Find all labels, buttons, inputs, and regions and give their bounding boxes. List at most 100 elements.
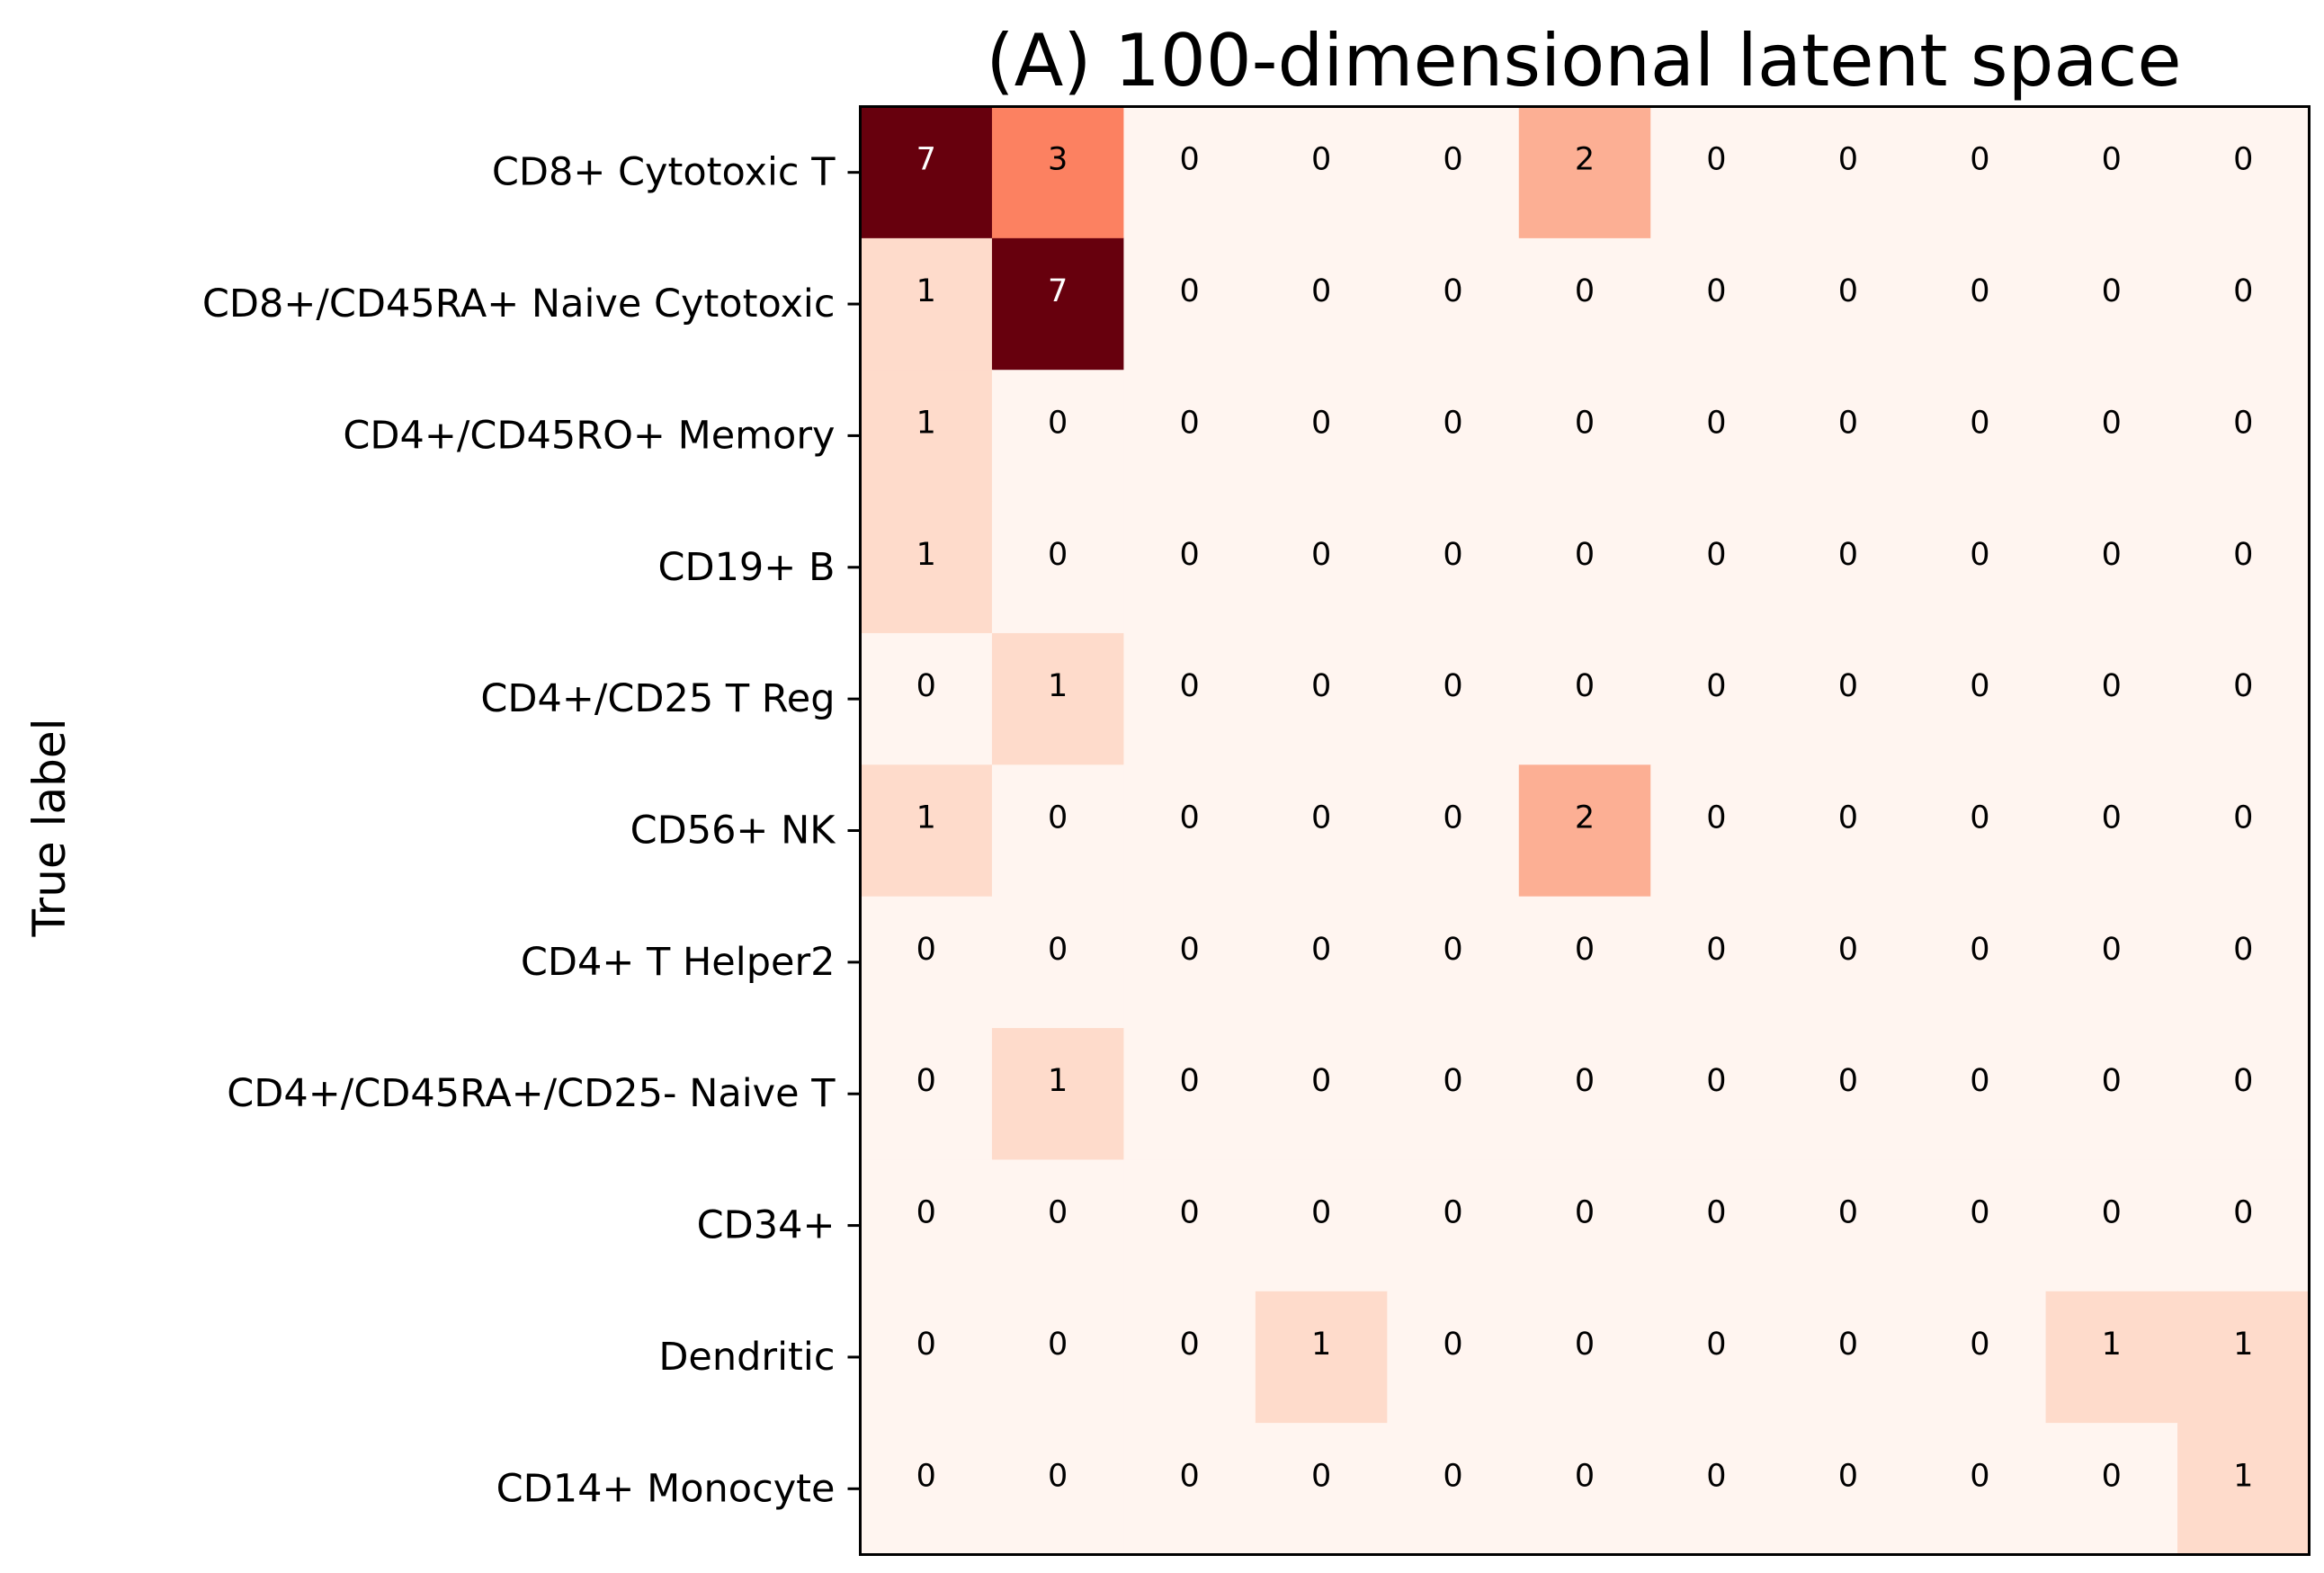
heatmap-cell xyxy=(991,106,1124,239)
cell-value-label: 0 xyxy=(2102,273,2122,309)
heatmap-cell xyxy=(1914,764,2047,898)
cell-value-label: 0 xyxy=(1970,142,1989,178)
cell-value-label: 0 xyxy=(1311,405,1331,441)
heatmap-cell xyxy=(1255,632,1388,765)
heatmap-cell xyxy=(1255,1423,1388,1556)
cell-value-label: 0 xyxy=(1311,537,1331,573)
heatmap-cell xyxy=(2177,237,2311,371)
cell-value-label: 0 xyxy=(916,1327,936,1363)
heatmap-cell xyxy=(1914,237,2047,371)
cell-value-label: 0 xyxy=(1048,1195,1068,1231)
heatmap-cell xyxy=(1518,1291,1651,1424)
heatmap-cell xyxy=(1387,1028,1520,1161)
cell-value-label: 0 xyxy=(1575,668,1595,704)
heatmap-cell xyxy=(1650,106,1783,239)
heatmap-cell xyxy=(1518,237,1651,371)
heatmap-cell xyxy=(1255,237,1388,371)
cell-value-label: 0 xyxy=(1706,405,1726,441)
cell-value-label: 0 xyxy=(1970,405,1989,441)
heatmap-cell xyxy=(860,896,993,1029)
cell-value-label: 0 xyxy=(1706,537,1726,573)
heatmap-cell xyxy=(1782,1291,1915,1424)
heatmap-cell xyxy=(1387,632,1520,765)
cell-value-label: 0 xyxy=(1179,668,1199,704)
heatmap-cell xyxy=(1650,370,1783,503)
heatmap-cell xyxy=(1782,106,1915,239)
y-tick-label: CD4+/CD25 T Reg xyxy=(480,676,835,721)
cell-value-label: 2 xyxy=(1575,800,1595,836)
heatmap-cell xyxy=(991,237,1124,371)
cell-value-label: 0 xyxy=(1706,932,1726,968)
cell-value-label: 0 xyxy=(1179,537,1199,573)
heatmap-cell xyxy=(860,237,993,371)
heatmap-cell xyxy=(1518,501,1651,634)
cell-value-label: 0 xyxy=(1838,1327,1858,1363)
heatmap-cell xyxy=(1782,1159,1915,1292)
heatmap-cell xyxy=(1123,1028,1256,1161)
heatmap-cell xyxy=(1914,632,2047,765)
cell-value-label: 0 xyxy=(1443,405,1462,441)
heatmap-cell xyxy=(2045,1291,2178,1424)
cell-value-label: 0 xyxy=(1706,1458,1726,1494)
cell-value-label: 0 xyxy=(1179,405,1199,441)
cell-value-label: 0 xyxy=(1838,405,1858,441)
heatmap-cell xyxy=(2045,1423,2178,1556)
cell-value-label: 0 xyxy=(1443,1063,1462,1099)
cell-value-label: 0 xyxy=(1575,537,1595,573)
cell-value-label: 0 xyxy=(916,1458,936,1494)
cell-value-label: 0 xyxy=(1838,800,1858,836)
heatmap-cell xyxy=(1255,370,1388,503)
cell-value-label: 0 xyxy=(1970,668,1989,704)
heatmap-cell xyxy=(1255,1291,1388,1424)
heatmap-cell xyxy=(2045,106,2178,239)
cell-value-label: 0 xyxy=(2102,668,2122,704)
cell-value-label: 1 xyxy=(916,800,936,836)
heatmap-cell xyxy=(1518,106,1651,239)
cell-value-label: 0 xyxy=(1179,1458,1199,1494)
y-tick-label: CD4+/CD45RO+ Memory xyxy=(343,413,835,458)
cell-value-label: 0 xyxy=(1970,1458,1989,1494)
cell-value-label: 0 xyxy=(2102,405,2122,441)
cell-value-label: 0 xyxy=(2102,932,2122,968)
heatmap-cell xyxy=(1518,632,1651,765)
heatmap-cell xyxy=(2177,764,2311,898)
heatmap-cell xyxy=(860,1028,993,1161)
cell-value-label: 0 xyxy=(1970,1195,1989,1231)
heatmap-cell xyxy=(1650,632,1783,765)
heatmap-cell xyxy=(1650,501,1783,634)
heatmap-cell xyxy=(1914,1028,2047,1161)
heatmap-cell xyxy=(1387,237,1520,371)
cell-value-label: 0 xyxy=(1575,1195,1595,1231)
heatmap-cell xyxy=(1914,106,2047,239)
cell-value-label: 0 xyxy=(916,1063,936,1099)
heatmap-cell xyxy=(860,1159,993,1292)
heatmap-cell xyxy=(1387,1291,1520,1424)
cell-value-label: 0 xyxy=(1311,1195,1331,1231)
cell-value-label: 0 xyxy=(1048,1327,1068,1363)
heatmap-cell xyxy=(2177,632,2311,765)
chart-title: (A) 100-dimensional latent space xyxy=(986,19,2181,103)
heatmap-cell xyxy=(1782,896,1915,1029)
heatmap-cell xyxy=(1914,501,2047,634)
heatmap-cell xyxy=(1387,764,1520,898)
heatmap-cell xyxy=(2177,501,2311,634)
cell-value-label: 0 xyxy=(2102,1458,2122,1494)
heatmap-cell xyxy=(2045,896,2178,1029)
cell-value-label: 0 xyxy=(2233,405,2253,441)
heatmap-cell xyxy=(2177,1291,2311,1424)
heatmap-cell xyxy=(1782,1028,1915,1161)
cell-value-label: 1 xyxy=(1048,1063,1068,1099)
y-tick-label: CD14+ Monocyte xyxy=(496,1466,836,1511)
heatmap-cell xyxy=(860,764,993,898)
heatmap-cell xyxy=(1123,106,1256,239)
heatmap-cell xyxy=(1123,370,1256,503)
heatmap-cell xyxy=(2045,632,2178,765)
heatmap-cell xyxy=(1518,1028,1651,1161)
heatmap-cell xyxy=(2177,1159,2311,1292)
cell-value-label: 0 xyxy=(1048,932,1068,968)
cell-value-label: 0 xyxy=(1575,1458,1595,1494)
y-tick-label: CD8+/CD45RA+ Naive Cytotoxic xyxy=(202,282,836,326)
cell-value-label: 7 xyxy=(916,142,936,178)
cell-value-label: 0 xyxy=(1048,405,1068,441)
heatmap-cell xyxy=(1650,237,1783,371)
